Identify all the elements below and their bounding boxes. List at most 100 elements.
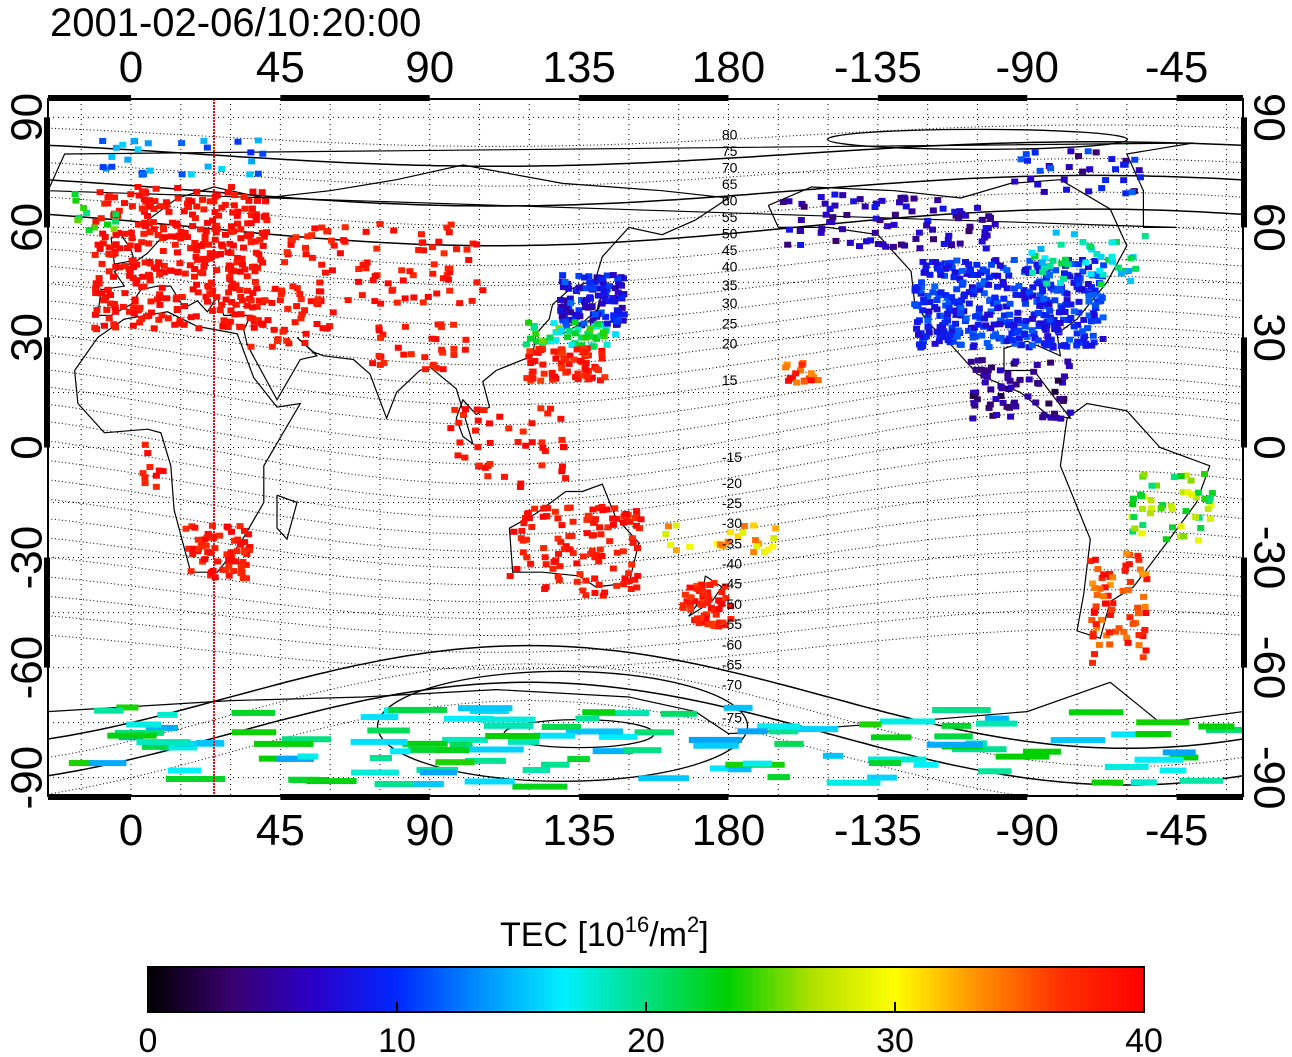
tec-cell	[557, 296, 565, 303]
tec-cell	[112, 308, 120, 315]
lon-tick-top: 0	[119, 43, 143, 92]
tec-cell	[247, 220, 255, 227]
tec-cell	[528, 439, 536, 446]
tec-cell	[250, 324, 258, 331]
tec-cell	[213, 294, 221, 301]
lon-tick-bottom: 0	[119, 806, 143, 855]
tec-cell	[557, 538, 565, 545]
tec-cell	[173, 249, 181, 256]
tec-cell	[1045, 301, 1053, 308]
tec-cell	[571, 319, 579, 326]
tec-cell	[96, 189, 104, 196]
tec-cell	[1006, 300, 1014, 307]
tec-cell	[818, 225, 826, 232]
tec-cell	[618, 304, 626, 311]
tec-cell	[721, 583, 729, 590]
tec-cell	[140, 283, 148, 290]
tec-cell	[229, 280, 237, 287]
tec-cell	[189, 551, 197, 558]
tec-cell	[980, 315, 988, 322]
tec-cell	[359, 261, 367, 268]
tec-cell	[822, 211, 830, 218]
tec-cell	[999, 399, 1007, 406]
tec-cell	[1043, 280, 1051, 287]
tec-cell	[1050, 285, 1058, 292]
tec-cell	[557, 415, 565, 422]
tec-cell	[595, 505, 603, 512]
tec-cell	[562, 475, 570, 482]
tec-cell	[486, 420, 494, 427]
contour-label: 55	[722, 209, 738, 225]
tec-cell	[406, 268, 414, 275]
tec-cell	[1091, 779, 1124, 786]
tec-cell	[318, 224, 326, 231]
tec-cell	[807, 370, 815, 377]
tec-cell	[843, 211, 851, 218]
tec-cell	[944, 337, 952, 344]
contour-label: -60	[722, 636, 742, 652]
tec-cell	[281, 259, 289, 266]
tec-cell	[480, 407, 488, 414]
tec-cell	[253, 285, 261, 292]
tec-cell	[938, 325, 946, 332]
tec-cell	[231, 192, 239, 199]
tec-cell	[126, 242, 134, 249]
tec-cell	[150, 205, 158, 212]
tec-cell	[610, 312, 618, 319]
tec-cell	[564, 334, 572, 341]
tec-cell	[380, 359, 388, 366]
tec-cell	[264, 317, 272, 324]
tec-cell	[609, 521, 617, 528]
tec-cell	[171, 241, 179, 248]
tec-cell	[1101, 584, 1109, 591]
tec-cell	[1070, 323, 1078, 330]
tec-cell	[127, 229, 135, 236]
contour-label: -15	[722, 449, 742, 465]
tec-cell	[232, 301, 240, 308]
tec-cell	[1084, 325, 1092, 332]
tec-cell	[541, 723, 581, 730]
tec-cell	[808, 373, 816, 380]
tec-cell	[132, 280, 140, 287]
contour-label: -25	[722, 495, 742, 511]
tec-cell	[1065, 363, 1073, 370]
contour-label: -70	[722, 677, 742, 693]
tec-cell	[80, 204, 88, 211]
tec-cell	[1169, 524, 1177, 531]
tec-cell	[415, 246, 423, 253]
tec-cell	[826, 206, 834, 213]
tec-cell	[672, 522, 680, 529]
tec-cell	[241, 205, 249, 212]
tec-cell	[1022, 151, 1030, 158]
tec-cell	[246, 546, 254, 553]
tec-cell	[99, 240, 107, 247]
tec-cell	[1039, 414, 1047, 421]
tec-cell	[114, 229, 122, 236]
tec-cell	[1095, 271, 1103, 278]
colorbar-tick-label: 10	[378, 1022, 416, 1057]
tec-cell	[237, 570, 245, 577]
tec-cell	[862, 238, 870, 245]
tec-cell	[939, 205, 947, 212]
tec-cell	[970, 287, 978, 294]
tec-cell	[1037, 246, 1045, 253]
tec-cell	[189, 211, 197, 218]
tec-cell	[152, 483, 160, 490]
tec-cell	[665, 523, 673, 530]
tec-cell	[1197, 524, 1205, 531]
tec-cell	[686, 601, 694, 608]
tec-cell	[1115, 625, 1123, 632]
tec-cell	[101, 234, 109, 241]
tec-cell	[141, 222, 149, 229]
tec-cell	[598, 300, 606, 307]
tec-cell	[145, 240, 153, 247]
tec-cell	[697, 615, 705, 622]
tec-cell	[1109, 574, 1117, 581]
tec-cell	[1089, 659, 1097, 666]
tec-cell	[591, 516, 599, 523]
tec-cell	[128, 203, 136, 210]
tec-cell	[547, 405, 555, 412]
tec-cell	[560, 546, 568, 553]
tec-cell	[1025, 288, 1033, 295]
tec-cell	[1177, 473, 1185, 480]
